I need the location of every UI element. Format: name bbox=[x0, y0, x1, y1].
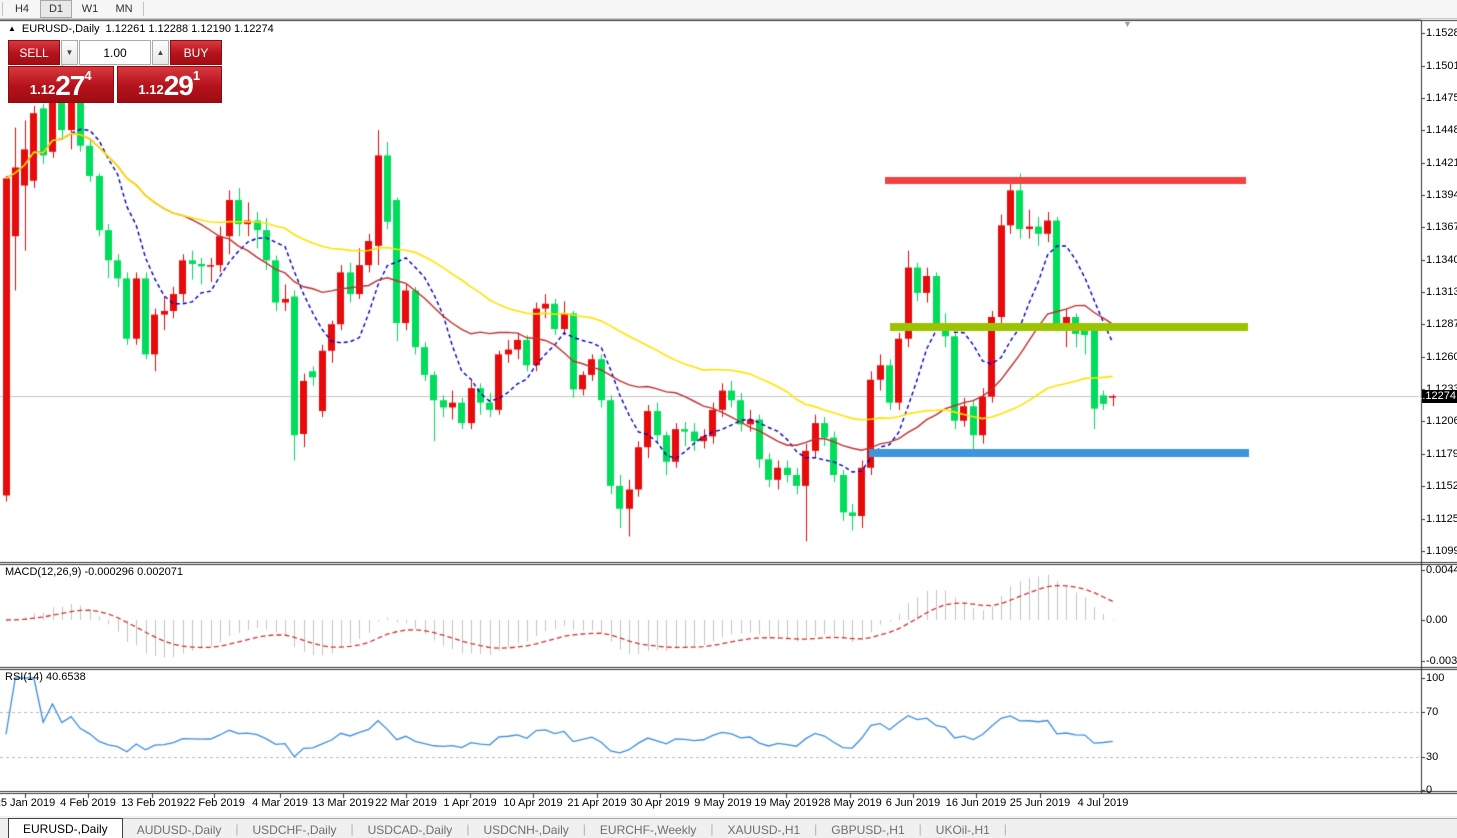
timeframe-button-w1[interactable]: W1 bbox=[81, 3, 99, 15]
rsi-axis-label: 100 bbox=[1426, 672, 1445, 684]
chart-tab-eurusd[interactable]: EURUSD-,Daily bbox=[8, 818, 123, 838]
sell-price-pip: 4 bbox=[84, 68, 92, 83]
date-axis-label: 4 Mar 2019 bbox=[252, 797, 308, 809]
date-axis-label: 13 Mar 2019 bbox=[312, 797, 374, 809]
timeframe-button-d1[interactable]: D1 bbox=[40, 0, 72, 18]
date-axis-label: 4 Feb 2019 bbox=[60, 797, 116, 809]
date-axis-label: 22 Feb 2019 bbox=[183, 797, 245, 809]
date-axis-label: 22 Mar 2019 bbox=[375, 797, 437, 809]
tab-separator: | bbox=[582, 822, 586, 836]
chart-title: ▲ EURUSD-,Daily 1.12261 1.12288 1.12190 … bbox=[8, 23, 274, 35]
tab-separator: | bbox=[918, 822, 922, 836]
chart-tab-usdchf[interactable]: USDCHF-,Daily bbox=[252, 822, 337, 837]
date-axis-label: 10 Apr 2019 bbox=[503, 797, 563, 809]
current-price-tag: 1.12274 bbox=[1416, 389, 1457, 403]
chart-tab-xauusd[interactable]: XAUUSD-,H1 bbox=[727, 822, 801, 837]
price-axis-label: 1.12600 bbox=[1426, 350, 1457, 363]
chevron-up-icon: ▲ bbox=[156, 48, 165, 57]
chart-tab-audusd[interactable]: AUDUSD-,Daily bbox=[136, 822, 222, 837]
rsi-axis-label: 30 bbox=[1426, 751, 1439, 763]
price-axis-label: 1.11255 bbox=[1426, 513, 1457, 526]
triangle-up-icon[interactable]: ▲ bbox=[8, 24, 16, 33]
chart-tab-gbpusd[interactable]: GBPUSD-,H1 bbox=[831, 822, 905, 837]
tab-separator: | bbox=[814, 822, 818, 836]
toolbar-separator bbox=[143, 2, 144, 16]
macd-axis-label: 0.00 bbox=[1426, 614, 1448, 626]
rsi-axis-label: 0 bbox=[1426, 784, 1433, 796]
date-axis-label: 16 Jun 2019 bbox=[945, 797, 1007, 809]
date-axis-label: 25 Jun 2019 bbox=[1009, 797, 1071, 809]
price-axis-label: 1.11795 bbox=[1426, 447, 1457, 460]
chart-tab-bar: EURUSD-,Daily AUDUSD-,Daily | USDCHF-,Daily… bbox=[0, 818, 1457, 838]
date-axis-label: 25 Jan 2019 bbox=[0, 797, 56, 809]
sell-button[interactable]: SELL bbox=[8, 40, 60, 65]
date-axis-label: 19 May 2019 bbox=[754, 797, 818, 809]
macd-axis-label: -0.003715 bbox=[1426, 655, 1457, 667]
date-axis-label: 4 Jul 2019 bbox=[1077, 797, 1129, 809]
chart-ohlc-values: 1.12261 1.12288 1.12190 1.12274 bbox=[105, 23, 274, 35]
price-axis-label: 1.14210 bbox=[1426, 156, 1457, 169]
buy-button[interactable]: BUY bbox=[170, 40, 222, 65]
timeframe-button-mn[interactable]: MN bbox=[115, 3, 133, 15]
tab-separator: | bbox=[1003, 822, 1007, 836]
price-axis-label: 1.11525 bbox=[1426, 480, 1457, 493]
date-axis-label: 9 May 2019 bbox=[694, 797, 752, 809]
timeframe-button-h4[interactable]: H4 bbox=[14, 3, 30, 15]
price-axis-label: 1.13675 bbox=[1426, 221, 1457, 234]
buy-price-main: 29 bbox=[163, 70, 194, 101]
chart-shift-icon[interactable]: ▼ bbox=[1123, 19, 1132, 29]
date-axis-label: 30 Apr 2019 bbox=[630, 797, 690, 809]
price-axis-label: 1.14750 bbox=[1426, 91, 1457, 104]
date-axis-label: 28 May 2019 bbox=[818, 797, 882, 809]
chevron-down-icon: ▼ bbox=[65, 48, 74, 57]
tab-separator: | bbox=[350, 822, 354, 836]
tab-separator: | bbox=[235, 822, 239, 836]
price-axis-label: 1.13135 bbox=[1426, 286, 1457, 299]
macd-axis-label: 0.004465 bbox=[1426, 564, 1457, 576]
date-axis-label: 1 Apr 2019 bbox=[443, 797, 497, 809]
rsi-indicator-label: RSI(14) 40.6538 bbox=[5, 671, 86, 683]
date-axis-label: 21 Apr 2019 bbox=[567, 797, 627, 809]
buy-price-button[interactable]: 1.12 29 1 bbox=[116, 66, 222, 103]
price-axis-label: 1.15285 bbox=[1426, 27, 1457, 39]
date-axis-label: 13 Feb 2019 bbox=[121, 797, 183, 809]
chart-symbol-label: EURUSD-,Daily bbox=[21, 23, 100, 35]
tab-separator: | bbox=[466, 822, 470, 836]
chart-tab-usdcnh[interactable]: USDCNH-,Daily bbox=[483, 822, 569, 837]
volume-decrease-button[interactable]: ▼ bbox=[61, 40, 78, 65]
rsi-axis-label: 70 bbox=[1426, 706, 1439, 718]
sell-price-prefix: 1.12 bbox=[29, 82, 56, 97]
tab-separator: | bbox=[710, 822, 714, 836]
volume-input[interactable] bbox=[79, 40, 151, 65]
date-axis-label: 6 Jun 2019 bbox=[885, 797, 941, 809]
chart-tab-usdcad[interactable]: USDCAD-,Daily bbox=[367, 822, 453, 837]
buy-price-pip: 1 bbox=[192, 68, 201, 83]
price-axis-label: 1.13405 bbox=[1426, 253, 1457, 266]
sell-price-button[interactable]: 1.12 27 4 bbox=[8, 66, 114, 103]
macd-indicator-label: MACD(12,26,9) -0.000296 0.002071 bbox=[5, 566, 183, 578]
price-axis-label: 1.12065 bbox=[1426, 415, 1457, 428]
buy-price-prefix: 1.12 bbox=[138, 82, 164, 97]
price-axis-label: 1.13945 bbox=[1426, 188, 1457, 201]
price-axis-label: 1.12870 bbox=[1426, 318, 1457, 331]
sell-price-main: 27 bbox=[55, 70, 85, 101]
price-axis-label: 1.14480 bbox=[1426, 124, 1457, 137]
price-axis-label: 1.15015 bbox=[1426, 59, 1457, 72]
chart-tab-eurchf[interactable]: EURCHF-,Weekly bbox=[599, 822, 697, 837]
timeframe-toolbar: H4 D1 W1 MN bbox=[0, 0, 1457, 19]
toolbar-separator bbox=[2, 2, 3, 16]
chart-tab-ukoil[interactable]: UKOil-,H1 bbox=[935, 822, 990, 837]
volume-increase-button[interactable]: ▲ bbox=[152, 40, 169, 65]
